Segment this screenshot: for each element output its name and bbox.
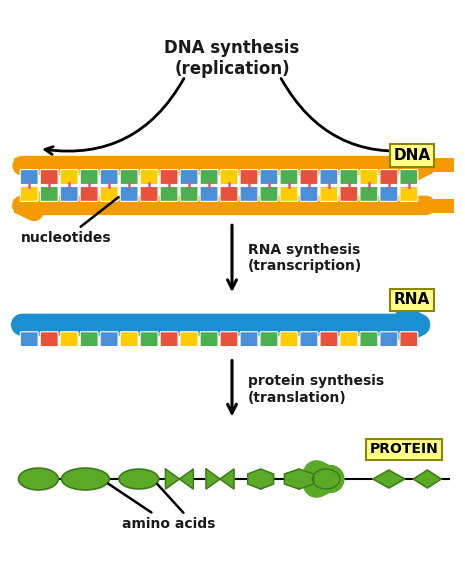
Polygon shape: [248, 469, 273, 489]
Text: PROTEIN: PROTEIN: [370, 442, 438, 456]
Text: nucleotides: nucleotides: [20, 197, 119, 245]
Text: protein synthesis
(translation): protein synthesis (translation): [248, 374, 384, 405]
FancyBboxPatch shape: [360, 187, 378, 201]
FancyBboxPatch shape: [140, 170, 158, 184]
FancyBboxPatch shape: [320, 170, 338, 184]
FancyBboxPatch shape: [260, 187, 278, 201]
Text: RNA: RNA: [394, 292, 430, 307]
FancyBboxPatch shape: [400, 187, 418, 201]
FancyBboxPatch shape: [380, 187, 398, 201]
FancyBboxPatch shape: [380, 170, 398, 184]
FancyBboxPatch shape: [40, 332, 58, 347]
FancyBboxPatch shape: [340, 187, 358, 201]
FancyBboxPatch shape: [240, 332, 258, 347]
FancyBboxPatch shape: [20, 170, 38, 184]
FancyBboxPatch shape: [180, 170, 198, 184]
FancyBboxPatch shape: [220, 332, 238, 347]
FancyBboxPatch shape: [120, 187, 138, 201]
FancyBboxPatch shape: [100, 332, 118, 347]
Text: DNA synthesis
(replication): DNA synthesis (replication): [165, 39, 299, 78]
FancyBboxPatch shape: [320, 187, 338, 201]
FancyBboxPatch shape: [120, 170, 138, 184]
FancyBboxPatch shape: [180, 332, 198, 347]
Polygon shape: [166, 469, 193, 489]
FancyBboxPatch shape: [60, 187, 78, 201]
FancyBboxPatch shape: [140, 332, 158, 347]
FancyBboxPatch shape: [400, 170, 418, 184]
FancyBboxPatch shape: [380, 332, 398, 347]
FancyBboxPatch shape: [180, 187, 198, 201]
FancyBboxPatch shape: [14, 171, 454, 200]
Text: DNA: DNA: [393, 148, 431, 163]
FancyBboxPatch shape: [220, 170, 238, 184]
Polygon shape: [206, 469, 234, 489]
FancyBboxPatch shape: [120, 332, 138, 347]
FancyBboxPatch shape: [240, 170, 258, 184]
FancyBboxPatch shape: [160, 170, 178, 184]
FancyBboxPatch shape: [240, 187, 258, 201]
FancyBboxPatch shape: [200, 332, 218, 347]
FancyBboxPatch shape: [360, 170, 378, 184]
Polygon shape: [413, 470, 441, 488]
FancyBboxPatch shape: [280, 187, 298, 201]
FancyBboxPatch shape: [360, 332, 378, 347]
FancyBboxPatch shape: [200, 170, 218, 184]
FancyArrowPatch shape: [22, 318, 419, 332]
FancyBboxPatch shape: [340, 170, 358, 184]
FancyBboxPatch shape: [60, 170, 78, 184]
FancyBboxPatch shape: [80, 187, 98, 201]
FancyBboxPatch shape: [40, 170, 58, 184]
FancyBboxPatch shape: [300, 187, 318, 201]
FancyBboxPatch shape: [100, 187, 118, 201]
Text: RNA synthesis
(transcription): RNA synthesis (transcription): [248, 243, 362, 273]
FancyBboxPatch shape: [60, 332, 78, 347]
FancyArrowPatch shape: [45, 79, 184, 155]
Ellipse shape: [19, 468, 58, 490]
FancyBboxPatch shape: [320, 332, 338, 347]
FancyBboxPatch shape: [20, 187, 38, 201]
FancyBboxPatch shape: [280, 332, 298, 347]
FancyArrowPatch shape: [317, 474, 331, 484]
FancyBboxPatch shape: [340, 332, 358, 347]
FancyBboxPatch shape: [80, 170, 98, 184]
FancyBboxPatch shape: [20, 332, 38, 347]
FancyArrowPatch shape: [22, 200, 426, 211]
FancyBboxPatch shape: [80, 332, 98, 347]
FancyBboxPatch shape: [40, 187, 58, 201]
FancyBboxPatch shape: [260, 170, 278, 184]
FancyArrowPatch shape: [281, 79, 420, 155]
FancyBboxPatch shape: [200, 187, 218, 201]
Ellipse shape: [119, 469, 159, 489]
Polygon shape: [373, 470, 405, 488]
FancyBboxPatch shape: [260, 332, 278, 347]
FancyBboxPatch shape: [140, 187, 158, 201]
Ellipse shape: [312, 469, 340, 489]
FancyBboxPatch shape: [160, 187, 178, 201]
FancyBboxPatch shape: [300, 332, 318, 347]
FancyBboxPatch shape: [100, 170, 118, 184]
Text: amino acids: amino acids: [108, 483, 215, 531]
FancyBboxPatch shape: [14, 157, 454, 214]
FancyArrowPatch shape: [22, 160, 426, 171]
FancyBboxPatch shape: [160, 332, 178, 347]
FancyBboxPatch shape: [220, 187, 238, 201]
Ellipse shape: [61, 468, 109, 490]
Polygon shape: [285, 469, 314, 489]
FancyBboxPatch shape: [300, 170, 318, 184]
FancyBboxPatch shape: [280, 170, 298, 184]
FancyBboxPatch shape: [400, 332, 418, 347]
